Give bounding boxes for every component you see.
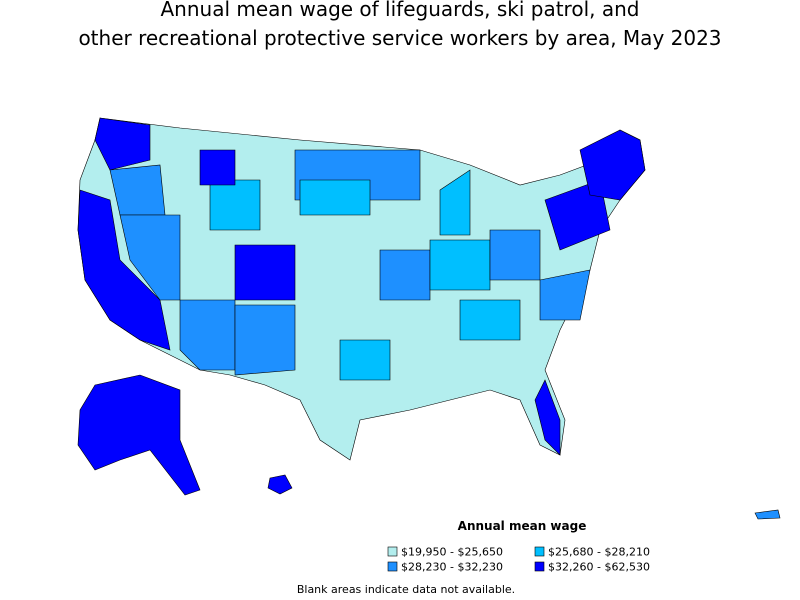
legend-title: Annual mean wage <box>458 519 587 533</box>
hawaii <box>267 474 293 495</box>
legend-swatch <box>387 546 398 557</box>
region <box>299 179 371 216</box>
region <box>199 149 236 186</box>
region <box>94 117 151 171</box>
legend-swatch <box>387 561 398 572</box>
region <box>539 269 591 321</box>
region <box>77 189 171 351</box>
region <box>209 179 261 231</box>
legend-label: $25,680 - $28,210 <box>548 546 650 559</box>
title-line: other recreational protective service wo… <box>78 26 721 50</box>
note: Blank areas indicate data not available. <box>297 583 515 596</box>
alaska <box>77 374 201 496</box>
region <box>119 214 181 301</box>
map <box>77 117 781 520</box>
legend-label: $28,230 - $32,230 <box>401 561 503 574</box>
legend-swatch <box>534 546 545 557</box>
region <box>459 299 521 341</box>
legend-swatch <box>534 561 545 572</box>
region <box>534 379 561 456</box>
region <box>339 339 391 381</box>
region <box>379 249 431 301</box>
region <box>234 304 296 376</box>
puerto-rico <box>754 509 781 520</box>
region <box>439 169 471 236</box>
legend: $19,950 - $25,650 $25,680 - $28,210 $28,23… <box>387 546 650 574</box>
region <box>544 179 611 251</box>
region <box>489 229 541 281</box>
region <box>429 239 491 291</box>
legend-label: $32,260 - $62,530 <box>548 561 650 574</box>
region <box>579 129 646 201</box>
legend-label: $19,950 - $25,650 <box>401 546 503 559</box>
region <box>109 164 166 216</box>
title-line: Annual mean wage of lifeguards, ski patr… <box>161 0 640 21</box>
region <box>179 299 236 371</box>
region <box>234 244 296 301</box>
